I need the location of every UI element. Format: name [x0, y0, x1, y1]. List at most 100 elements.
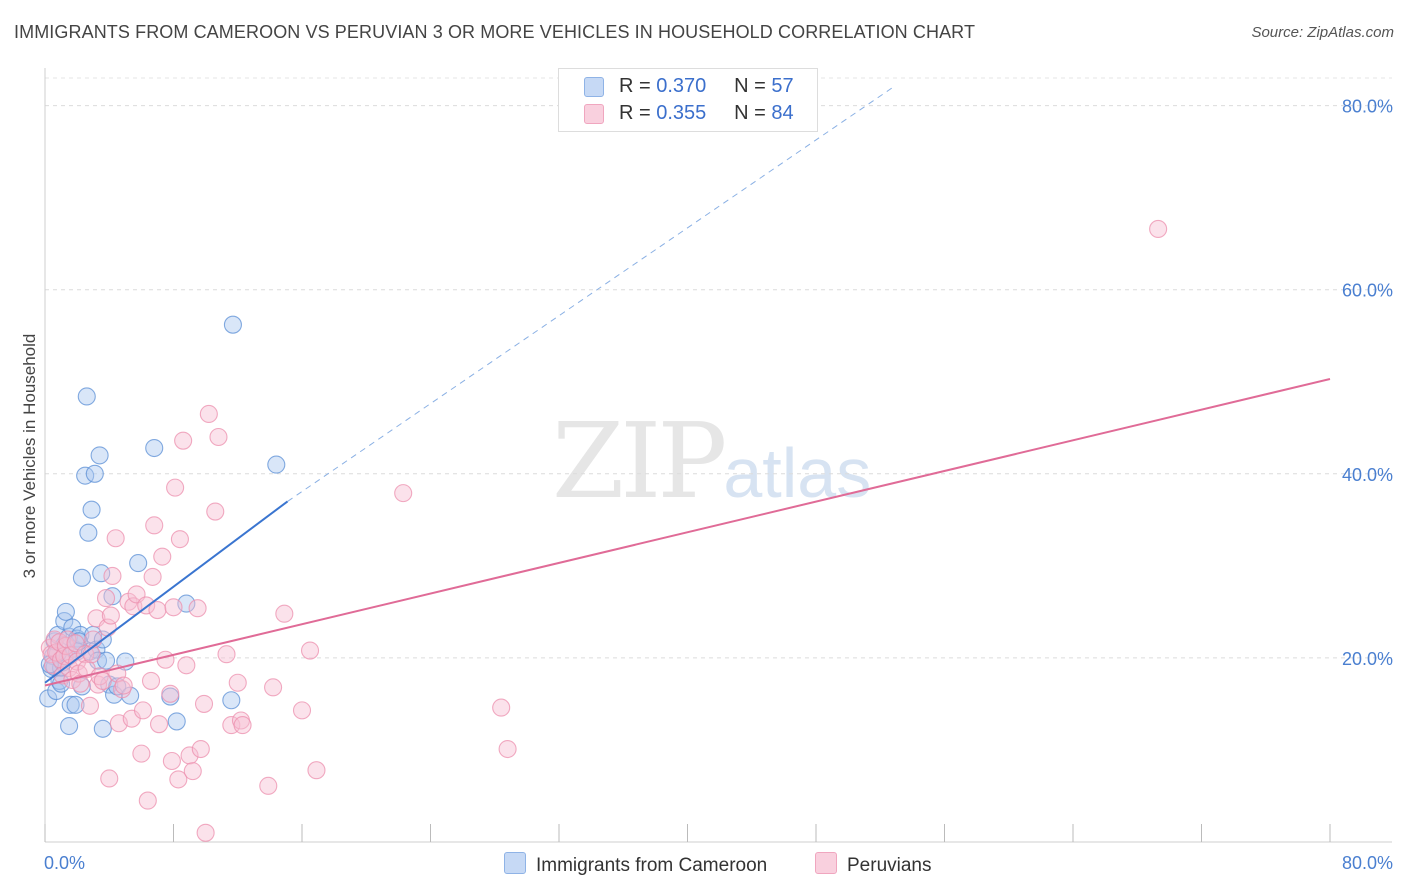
- peruvian-point: [180, 746, 199, 765]
- y-tick-label: 60.0%: [1342, 281, 1393, 301]
- cameroon-point: [77, 387, 96, 406]
- cameroon-point: [103, 587, 122, 606]
- x-tick-label: 80.0%: [1342, 853, 1393, 873]
- peruvian-point: [217, 645, 236, 664]
- peruvian-trend-line: [44, 378, 1331, 687]
- peruvian-point: [80, 696, 100, 715]
- peruvian-point: [101, 606, 120, 625]
- legend-r-value-cameroon: 0.370: [656, 75, 707, 97]
- peruvian-point: [233, 716, 252, 735]
- bottom-legend-label-peruvians: Peruvians: [847, 855, 932, 876]
- bottom-legend-peruvians: Peruvians: [815, 852, 932, 877]
- cameroon-point: [145, 438, 164, 458]
- legend-n-value-cameroon: 57: [771, 75, 794, 97]
- peruvian-point: [194, 694, 214, 713]
- peruvian-point: [124, 597, 143, 616]
- peruvian-point: [191, 739, 210, 759]
- cameroon-trend-line: [44, 500, 289, 684]
- bottom-legend-swatch-cameroon: [504, 852, 526, 874]
- peruvian-point: [174, 431, 193, 450]
- cameroon-point: [267, 455, 286, 474]
- cameroon-point: [56, 602, 75, 621]
- peruvian-point: [177, 656, 196, 675]
- peruvian-point: [138, 791, 157, 810]
- cameroon-point: [85, 464, 104, 483]
- peruvian-point: [206, 502, 225, 521]
- peruvian-point: [106, 529, 125, 548]
- legend-n-label: N =: [734, 102, 766, 124]
- peruvian-point: [166, 478, 185, 497]
- peruvian-point: [153, 547, 172, 566]
- peruvian-point: [133, 701, 153, 720]
- legend-r-label: R =: [619, 102, 651, 124]
- cameroon-point: [72, 568, 91, 587]
- peruvian-point: [492, 698, 511, 717]
- cameroon-point: [129, 554, 148, 573]
- legend-r-value-peruvians: 0.355: [656, 102, 707, 124]
- peruvian-point: [156, 650, 175, 669]
- peruvian-point: [259, 776, 278, 795]
- source-label: Source: ZipAtlas.com: [1251, 24, 1394, 41]
- peruvian-point: [103, 566, 122, 586]
- peruvian-point: [199, 404, 218, 424]
- peruvian-point: [169, 770, 188, 789]
- peruvian-point: [164, 598, 183, 617]
- peruvian-point: [162, 751, 181, 771]
- peruvian-point: [114, 676, 133, 695]
- peruvian-point: [100, 769, 119, 788]
- cameroon-point: [90, 446, 109, 465]
- peruvian-point: [292, 701, 312, 720]
- legend-n-label: N =: [734, 75, 766, 97]
- peruvian-point: [40, 638, 59, 657]
- y-tick-label: 80.0%: [1342, 97, 1393, 117]
- cameroon-point: [79, 523, 98, 542]
- peruvian-point: [1149, 219, 1168, 239]
- peruvian-point: [300, 641, 320, 660]
- legend-swatch-peruvians: [584, 104, 604, 124]
- y-axis-label: 3 or more Vehicles in Household: [20, 333, 39, 579]
- cameroon-point: [93, 719, 112, 738]
- chart-title: IMMIGRANTS FROM CAMEROON VS PERUVIAN 3 O…: [14, 22, 976, 42]
- peruvian-point: [307, 761, 326, 780]
- peruvian-point: [196, 823, 215, 842]
- watermark-atlas: atlas: [723, 434, 872, 512]
- peruvian-point: [132, 744, 151, 763]
- x-tick-label: 0.0%: [44, 853, 85, 873]
- peruvian-point: [183, 762, 202, 781]
- cameroon-point: [82, 500, 101, 519]
- y-tick-label: 40.0%: [1342, 465, 1393, 485]
- legend-r-label: R =: [619, 75, 651, 97]
- peruvian-point: [161, 684, 180, 703]
- cameroon-point: [222, 691, 241, 710]
- cameroon-point: [223, 315, 242, 334]
- bottom-legend-label-cameroon: Immigrants from Cameroon: [536, 855, 768, 876]
- bottom-legend-swatch-peruvians: [815, 852, 837, 874]
- watermark: ZIPatlas: [552, 400, 871, 522]
- peruvian-point: [141, 671, 161, 690]
- legend-n-value-peruvians: 84: [771, 102, 794, 124]
- peruvian-point: [209, 427, 228, 447]
- cameroon-point: [92, 564, 111, 583]
- cameroon-point: [60, 716, 79, 736]
- peruvian-point: [149, 715, 169, 734]
- cameroon-point: [61, 695, 80, 714]
- legend-swatch-cameroon: [584, 77, 604, 97]
- peruvian-point: [96, 589, 116, 608]
- watermark-zip: ZIP: [552, 400, 727, 522]
- y-tick-label: 20.0%: [1342, 649, 1393, 669]
- bottom-legend-cameroon: Immigrants from Cameroon: [504, 852, 767, 877]
- cameroon-point: [167, 712, 186, 731]
- peruvian-point: [498, 739, 517, 759]
- cameroon-trend-extension: [287, 86, 894, 502]
- peruvian-point: [394, 484, 413, 503]
- peruvian-point: [145, 516, 164, 535]
- peruvian-point: [143, 567, 162, 586]
- peruvian-point: [170, 530, 189, 549]
- cameroon-point: [66, 695, 85, 714]
- peruvian-point: [264, 678, 283, 697]
- peruvian-point: [188, 599, 207, 618]
- peruvian-point: [84, 630, 103, 649]
- stats-legend: R = 0.370 N = 57 R = 0.355 N = 84: [558, 68, 818, 132]
- peruvian-point: [275, 604, 294, 623]
